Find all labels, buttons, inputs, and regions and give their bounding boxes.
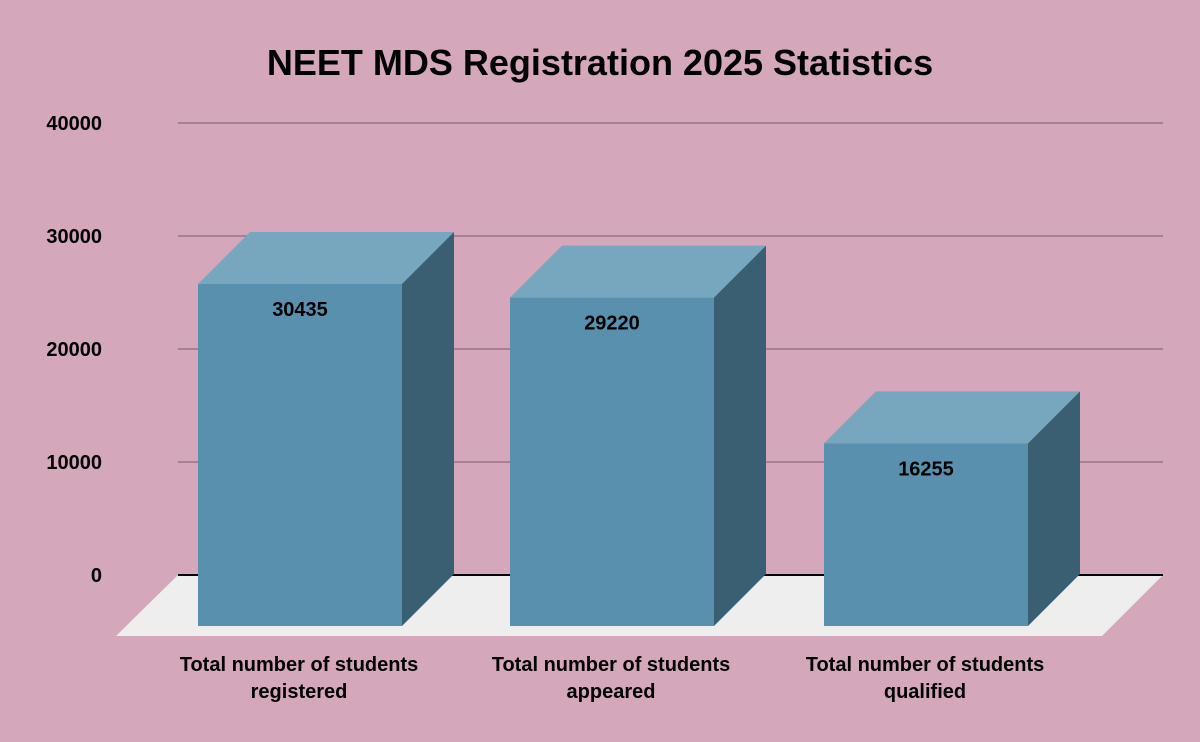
bar-top-face (824, 391, 1080, 444)
bar-front-face (510, 297, 714, 626)
y-tick-label: 40000 (46, 113, 102, 135)
chart-title: NEET MDS Registration 2025 Statistics (267, 42, 933, 83)
data-label: 29220 (584, 313, 640, 335)
bar-2: 29220 (510, 245, 766, 627)
x-tick-label: appeared (567, 681, 656, 703)
x-tick-label: qualified (884, 681, 966, 703)
bar-side-face (402, 232, 454, 626)
data-label: 16255 (898, 458, 954, 480)
bar-top-face (198, 232, 454, 284)
bar-side-face (1028, 391, 1080, 626)
y-tick-label: 10000 (46, 452, 102, 474)
x-tick-label: registered (251, 681, 348, 703)
data-label: 30435 (272, 299, 328, 321)
y-tick-label: 30000 (46, 226, 102, 248)
x-tick-label: Total number of students (180, 654, 419, 676)
bar-front-face (824, 443, 1028, 626)
bar-3: 16255 (824, 391, 1080, 626)
bar-1: 30435 (198, 232, 454, 626)
x-tick-label: Total number of students (492, 654, 731, 676)
bar-top-face (510, 245, 766, 298)
y-tick-label: 0 (91, 565, 102, 587)
bar-side-face (714, 245, 766, 627)
bar-front-face (198, 284, 402, 626)
x-tick-label: Total number of students (806, 654, 1045, 676)
y-tick-label: 20000 (46, 339, 102, 361)
